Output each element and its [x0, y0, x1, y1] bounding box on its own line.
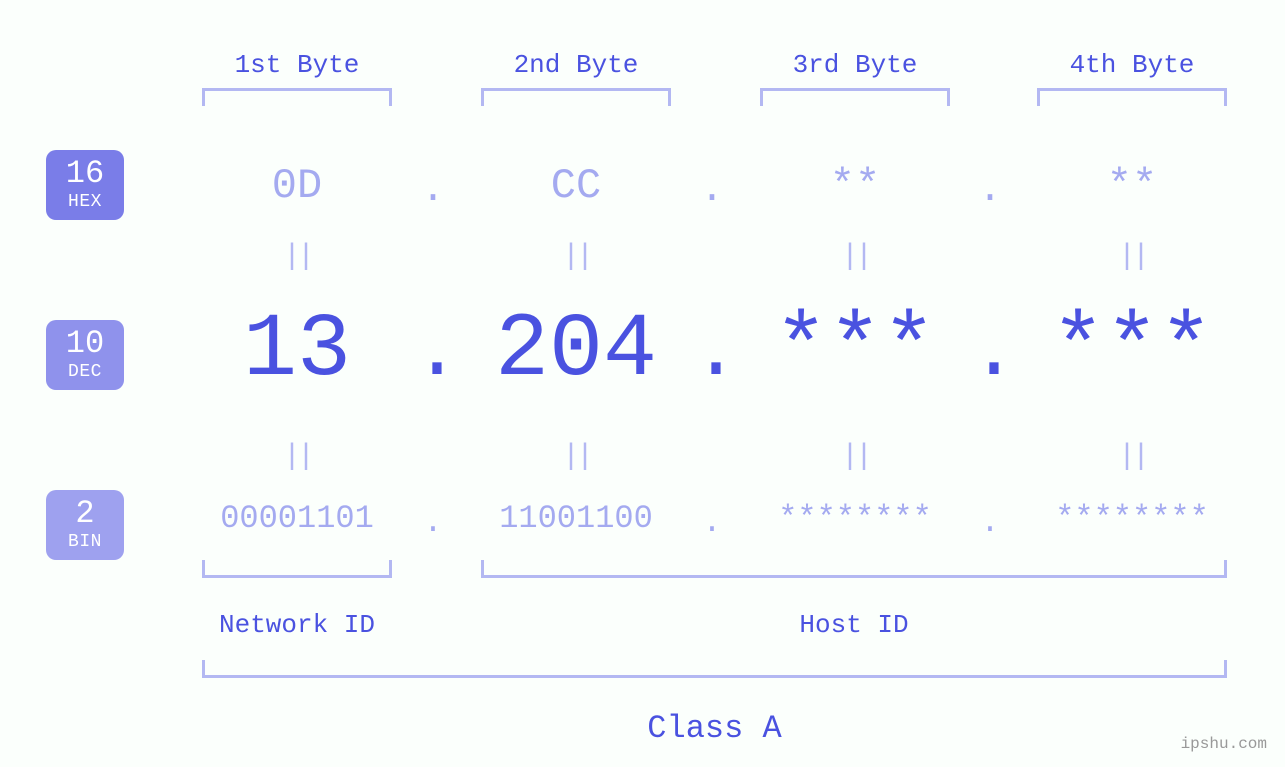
equals-2-4: ||: [1112, 440, 1152, 474]
hex-byte-4: **: [1012, 162, 1252, 210]
bin-byte-2: 11001100: [456, 500, 696, 537]
equals-2-3: ||: [835, 440, 875, 474]
diagram-container: { "colors": { "badge_hex_bg": "#7a7de8",…: [0, 0, 1285, 767]
dec-byte-3: ***: [735, 300, 975, 402]
bracket-host-id: [481, 560, 1227, 578]
bracket-byte-3: [760, 88, 950, 106]
badge-bin-num: 2: [75, 498, 94, 530]
equals-2-2: ||: [556, 440, 596, 474]
bin-dot-1: .: [413, 504, 453, 541]
dec-byte-1: 13: [177, 300, 417, 402]
bracket-byte-1: [202, 88, 392, 106]
bracket-byte-4: [1037, 88, 1227, 106]
hex-dot-3: .: [970, 168, 1010, 213]
label-host-id: Host ID: [481, 610, 1227, 640]
bin-byte-1: 00001101: [177, 500, 417, 537]
hex-dot-1: .: [413, 168, 453, 213]
label-class: Class A: [202, 710, 1227, 747]
bin-byte-4: ********: [1012, 500, 1252, 537]
bin-dot-2: .: [692, 504, 732, 541]
dec-byte-2: 204: [456, 300, 696, 402]
equals-2-1: ||: [277, 440, 317, 474]
equals-1-4: ||: [1112, 240, 1152, 274]
equals-1-3: ||: [835, 240, 875, 274]
badge-bin-abbr: BIN: [68, 532, 102, 552]
bin-dot-3: .: [970, 504, 1010, 541]
badge-bin: 2 BIN: [46, 490, 124, 560]
hex-byte-2: CC: [456, 162, 696, 210]
label-network-id: Network ID: [202, 610, 392, 640]
badge-dec: 10 DEC: [46, 320, 124, 390]
dec-dot-1: .: [413, 308, 453, 399]
byte-header-1: 1st Byte: [177, 50, 417, 80]
hex-dot-2: .: [692, 168, 732, 213]
badge-hex: 16 HEX: [46, 150, 124, 220]
dec-dot-2: .: [692, 308, 732, 399]
bracket-network-id: [202, 560, 392, 578]
hex-byte-3: **: [735, 162, 975, 210]
badge-hex-abbr: HEX: [68, 192, 102, 212]
byte-header-4: 4th Byte: [1012, 50, 1252, 80]
bracket-class: [202, 660, 1227, 678]
equals-1-2: ||: [556, 240, 596, 274]
equals-1-1: ||: [277, 240, 317, 274]
badge-dec-abbr: DEC: [68, 362, 102, 382]
hex-byte-1: 0D: [177, 162, 417, 210]
watermark: ipshu.com: [1181, 735, 1267, 753]
byte-header-3: 3rd Byte: [735, 50, 975, 80]
bin-byte-3: ********: [735, 500, 975, 537]
badge-hex-num: 16: [66, 158, 104, 190]
dec-dot-3: .: [970, 308, 1010, 399]
badge-dec-num: 10: [66, 328, 104, 360]
byte-header-2: 2nd Byte: [456, 50, 696, 80]
bracket-byte-2: [481, 88, 671, 106]
dec-byte-4: ***: [1012, 300, 1252, 402]
